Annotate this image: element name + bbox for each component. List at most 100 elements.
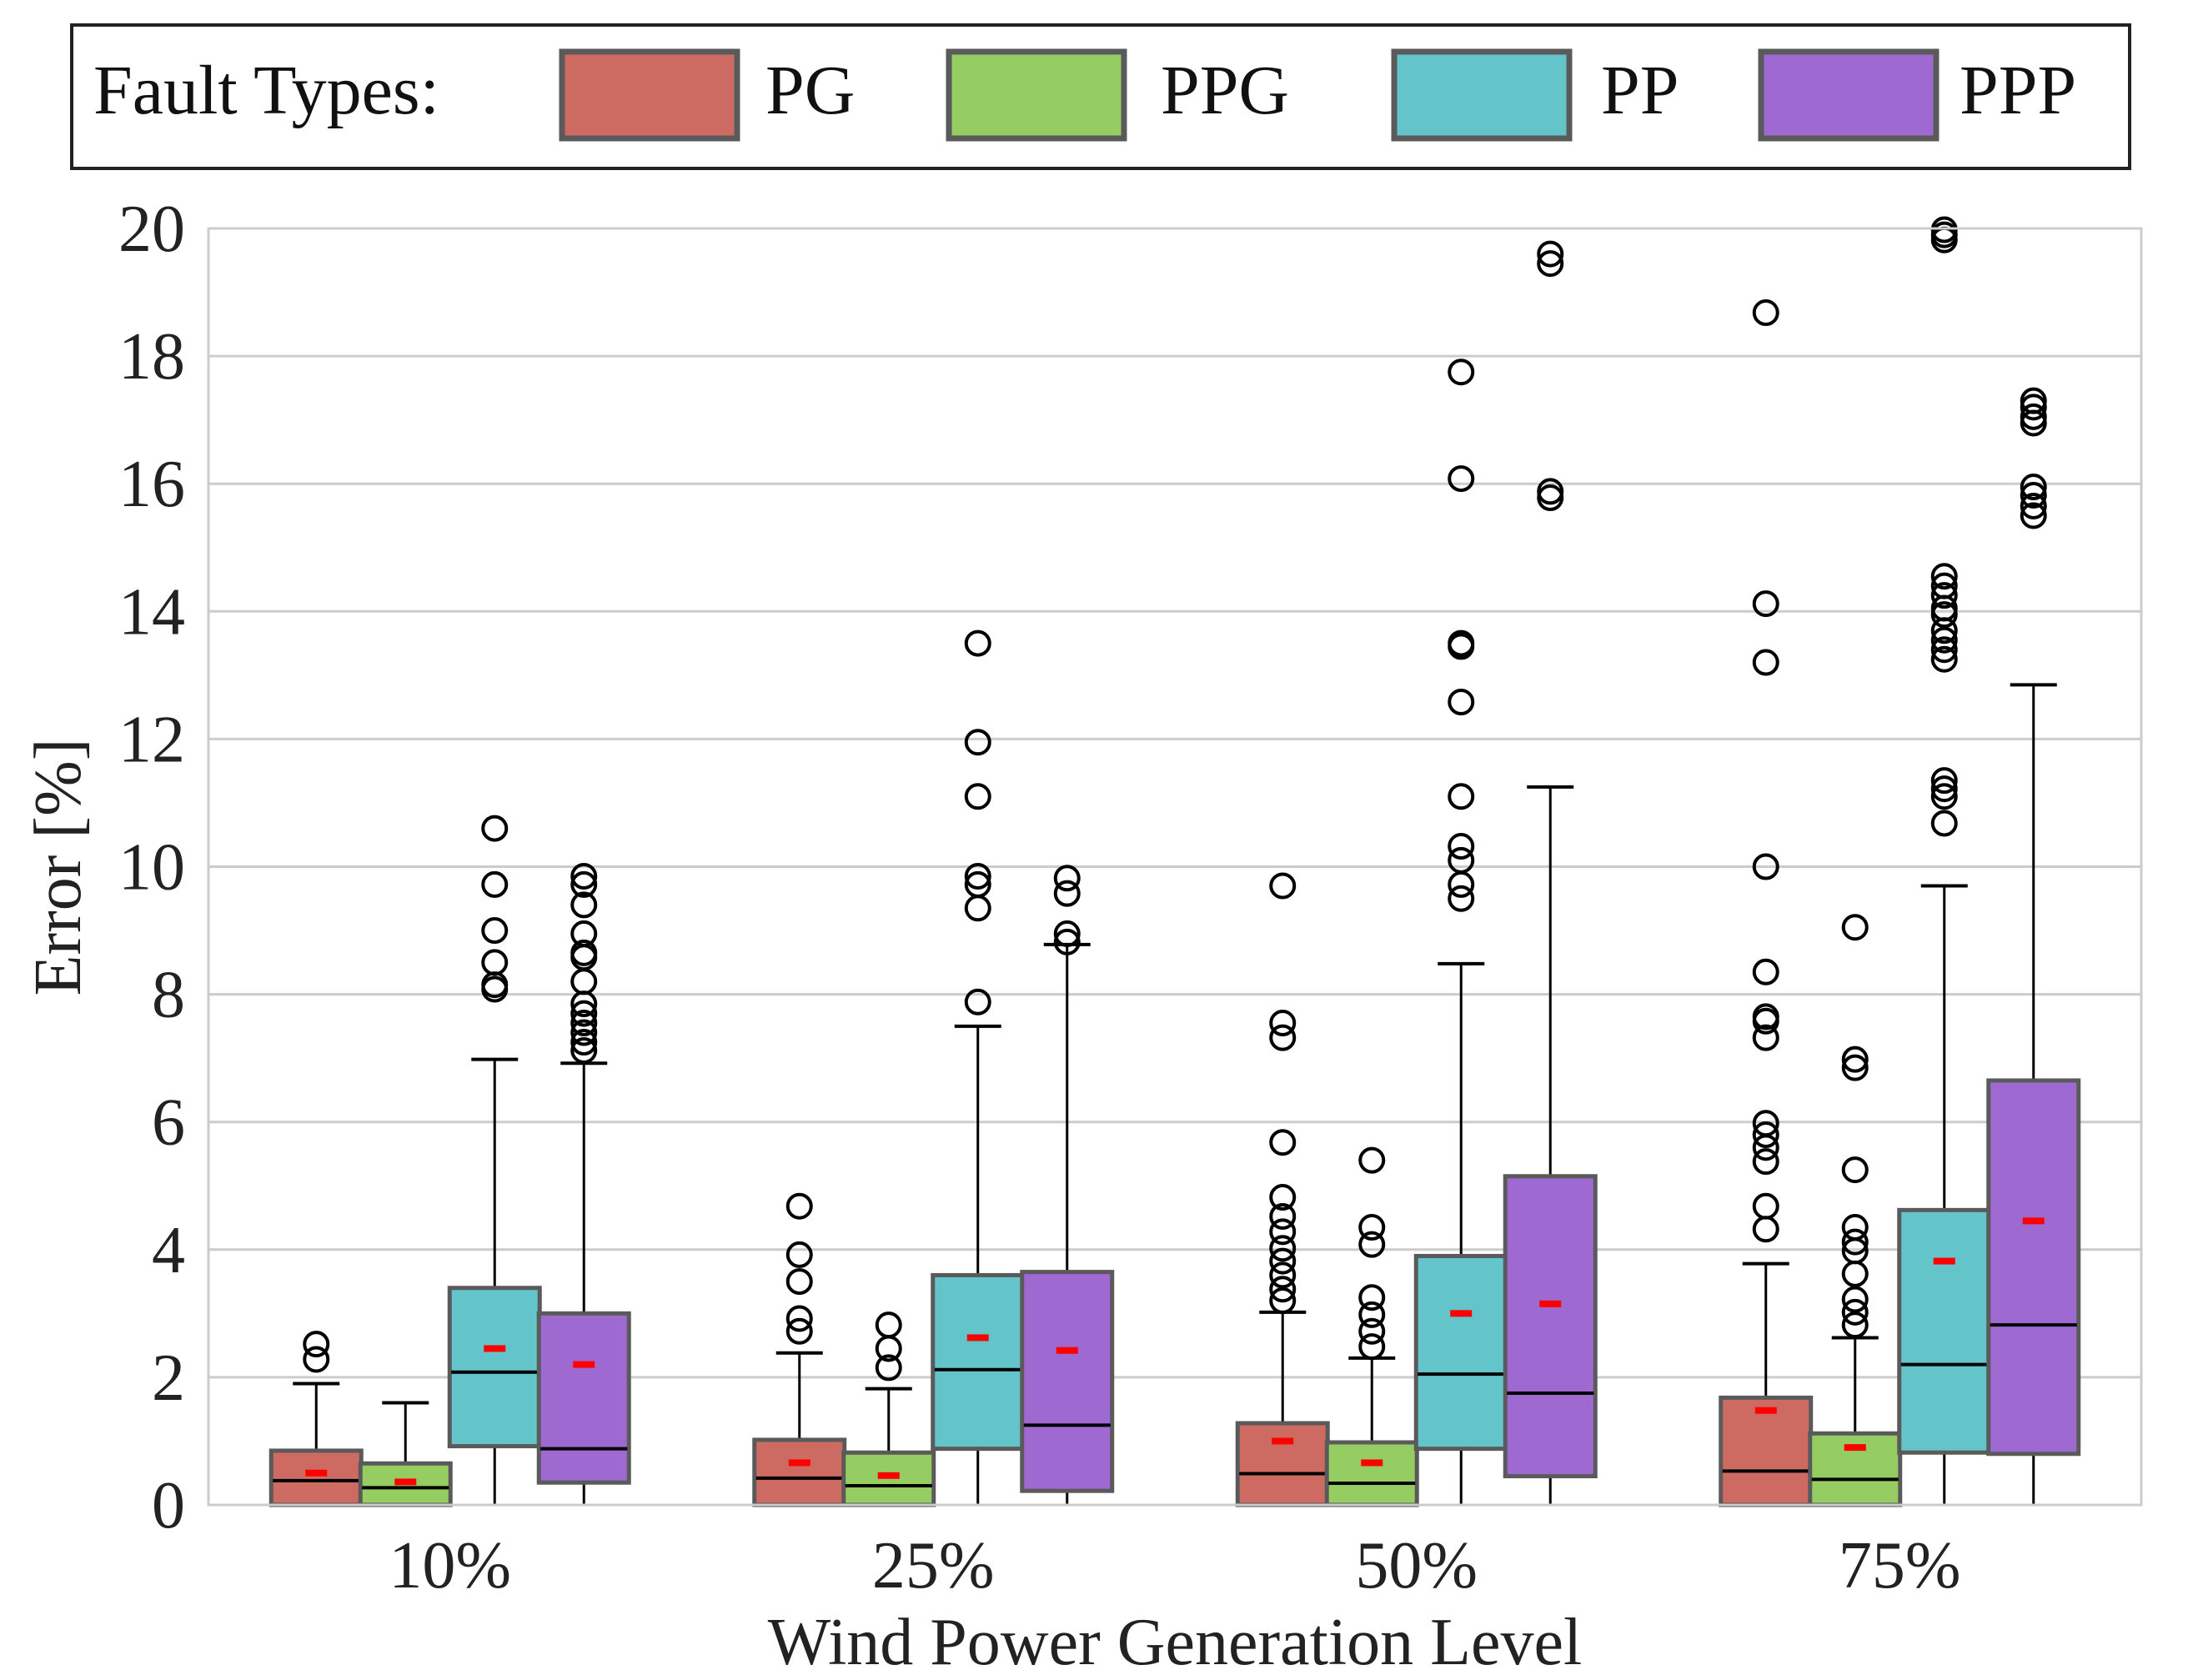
x-tick-label: 50% <box>1355 1529 1478 1602</box>
outlier-point <box>1537 478 1564 505</box>
outlier-point <box>570 939 598 966</box>
outlier-point <box>1752 1024 1779 1051</box>
outlier-point <box>1448 359 1475 386</box>
outlier-point <box>1752 853 1779 880</box>
outlier-point <box>1752 1110 1779 1137</box>
outlier-point <box>570 1000 598 1027</box>
outlier-point <box>1269 1235 1297 1262</box>
outlier-point <box>1269 1010 1297 1037</box>
iqr-box <box>1413 1253 1508 1452</box>
outlier-point <box>481 917 509 945</box>
outlier-point <box>2020 502 2047 529</box>
mean-marker <box>1056 1347 1078 1354</box>
outlier-point <box>1930 636 1958 664</box>
outlier-point <box>785 1317 813 1345</box>
mean-marker <box>394 1478 417 1486</box>
legend-swatch-pp <box>1391 48 1573 142</box>
mean-marker <box>1539 1300 1562 1307</box>
y-tick-label: 18 <box>118 320 185 394</box>
outlier-point <box>1269 1261 1297 1289</box>
legend-label-pg: PG <box>765 52 855 129</box>
outlier-point <box>1448 846 1475 874</box>
outlier-point <box>785 1192 813 1220</box>
outlier-point <box>2020 474 2047 501</box>
outlier-point <box>1930 572 1958 599</box>
outlier-point <box>1752 1148 1779 1176</box>
outlier-point <box>570 968 598 995</box>
outlier-point <box>1358 1146 1386 1174</box>
y-tick-label: 14 <box>118 575 185 649</box>
outlier-point <box>1358 1301 1386 1328</box>
box-ppp <box>1503 240 1598 1507</box>
legend-title: Fault Types: <box>93 52 439 129</box>
mean-marker <box>1450 1310 1473 1317</box>
outlier-point <box>570 1019 598 1046</box>
outlier-point <box>570 1010 598 1037</box>
iqr-box <box>536 1311 631 1485</box>
mean-marker <box>788 1459 810 1467</box>
outlier-point <box>1269 1024 1297 1051</box>
outlier-point <box>1269 1202 1297 1230</box>
outlier-point <box>1841 1228 1869 1256</box>
legend-swatch-ppp <box>1758 48 1940 142</box>
box-pg <box>752 1192 847 1507</box>
mean-marker <box>305 1469 328 1477</box>
outlier-point <box>1358 1231 1386 1258</box>
outlier-point <box>1269 1287 1297 1315</box>
box-ppp <box>1020 865 1115 1507</box>
outlier-point <box>1841 1311 1869 1339</box>
mean-marker <box>966 1334 989 1341</box>
y-tick-label: 12 <box>118 703 185 776</box>
outlier-point <box>1752 649 1779 676</box>
outlier-point <box>1841 1260 1869 1287</box>
legend-swatch-ppg <box>946 48 1127 142</box>
outlier-point <box>1930 775 1958 803</box>
outlier-point <box>1752 1003 1779 1031</box>
outlier-point <box>2020 492 2047 519</box>
y-tick-label: 16 <box>118 448 185 521</box>
iqr-box <box>752 1437 847 1507</box>
outlier-point <box>1930 783 1958 810</box>
mean-marker <box>1361 1459 1383 1467</box>
outlier-point <box>1752 1121 1779 1149</box>
outlier-point <box>1053 920 1081 947</box>
outlier-point <box>1841 1298 1869 1326</box>
y-tick-label: 0 <box>152 1469 185 1542</box>
outlier-point <box>964 783 991 810</box>
outlier-point <box>1448 783 1475 810</box>
box-pp <box>1413 359 1508 1507</box>
outlier-point <box>1841 1156 1869 1184</box>
legend-label-pp: PP <box>1601 52 1679 129</box>
outlier-point <box>785 1305 813 1332</box>
outlier-point <box>481 949 509 976</box>
box-pg <box>268 1331 364 1507</box>
outlier-point <box>875 1311 902 1339</box>
outlier-point <box>1537 240 1564 268</box>
outlier-point <box>1752 590 1779 618</box>
y-tick-label: 4 <box>152 1214 185 1287</box>
y-tick-labels: 0 2 4 6 8 10 12 14 16 18 20 <box>118 193 185 1542</box>
x-tick-label: 10% <box>389 1529 511 1602</box>
box-ppp <box>536 862 631 1507</box>
box-pp <box>447 815 542 1507</box>
outlier-point <box>570 870 598 898</box>
outlier-point <box>1930 767 1958 795</box>
box-ppg <box>841 1311 936 1507</box>
outlier-point <box>1841 1286 1869 1313</box>
iqr-box <box>1897 1207 1992 1455</box>
outlier-point <box>303 1346 330 1373</box>
mean-marker <box>1933 1257 1955 1265</box>
x-tick-labels: 10% 25% 50% 75% <box>389 1529 1960 1602</box>
box-pp <box>1897 216 1992 1507</box>
outlier-point <box>1537 250 1564 278</box>
x-tick-label: 25% <box>872 1529 995 1602</box>
mean-marker <box>1272 1437 1294 1445</box>
outlier-point <box>1269 872 1297 900</box>
outlier-point <box>1841 1046 1869 1073</box>
outlier-point <box>1448 833 1475 860</box>
outlier-point <box>964 629 991 657</box>
outlier-point <box>1448 870 1475 898</box>
outlier-point <box>1269 1276 1297 1303</box>
outlier-point <box>1930 582 1958 609</box>
outlier-point <box>1930 563 1958 590</box>
